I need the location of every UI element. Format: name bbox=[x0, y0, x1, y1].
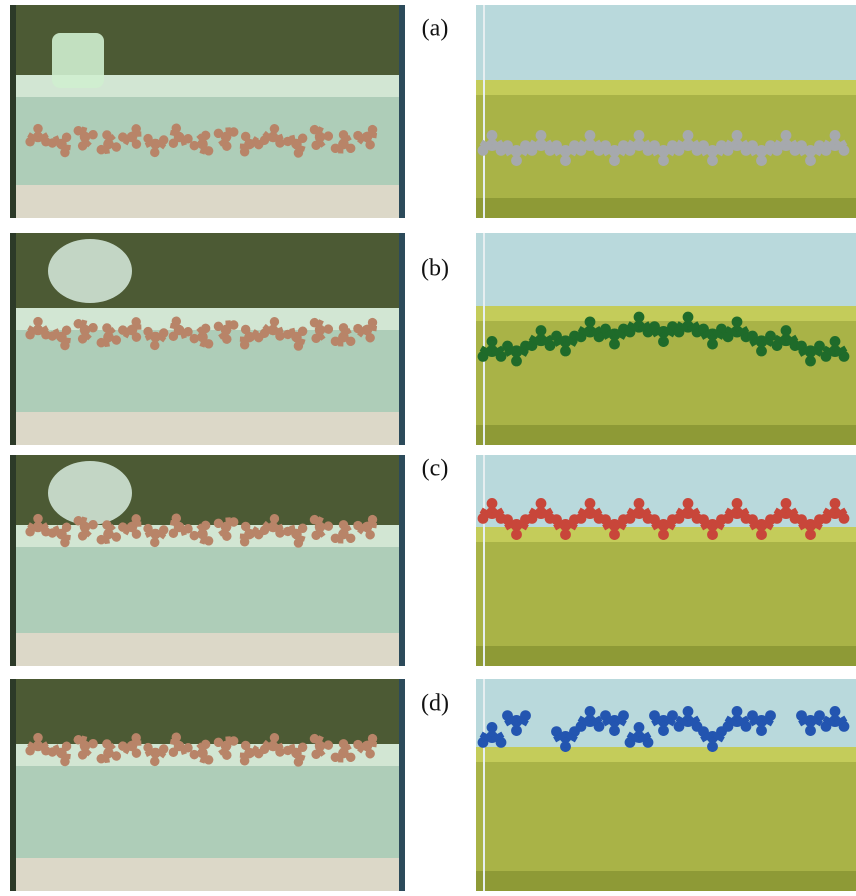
panel-label: (b) bbox=[421, 256, 449, 282]
photo-edge-left bbox=[10, 455, 16, 666]
light-reflection bbox=[52, 33, 104, 88]
panel-row: (d) bbox=[10, 679, 856, 891]
photo-slope bbox=[10, 766, 405, 858]
render-crest bbox=[476, 306, 856, 321]
photo-toe bbox=[10, 412, 405, 445]
photo-edge-left bbox=[10, 233, 16, 445]
photo-edge-right bbox=[399, 679, 405, 891]
render-slope bbox=[476, 542, 856, 646]
photo-slope bbox=[10, 547, 405, 633]
render-toe bbox=[476, 646, 856, 666]
photo-edge-right bbox=[399, 5, 405, 218]
panel-label: (d) bbox=[421, 691, 449, 717]
render-toe bbox=[476, 198, 856, 218]
render-crest bbox=[476, 747, 856, 762]
photo-crest bbox=[10, 75, 405, 97]
photo-toe bbox=[10, 185, 405, 218]
panel-row: (b) bbox=[10, 233, 856, 445]
render-toe bbox=[476, 425, 856, 445]
photo-water bbox=[10, 679, 405, 744]
photo-edge-left bbox=[10, 5, 16, 218]
render-crest bbox=[476, 80, 856, 95]
render-slope bbox=[476, 762, 856, 871]
photo-edge-left bbox=[10, 679, 16, 891]
photo-toe bbox=[10, 858, 405, 891]
photo-slope bbox=[10, 97, 405, 185]
render-toe bbox=[476, 871, 856, 891]
panel-row: (c) bbox=[10, 455, 856, 666]
photo-edge-right bbox=[399, 233, 405, 445]
wave-foam bbox=[48, 461, 132, 525]
photo-edge-right bbox=[399, 455, 405, 666]
panel-label: (c) bbox=[422, 456, 449, 482]
panels: (a) (b) (c) (d) bbox=[10, 5, 856, 891]
panel-label: (a) bbox=[422, 16, 449, 42]
wave-foam bbox=[48, 239, 132, 303]
panel-row: (a) bbox=[10, 5, 856, 218]
photo-toe bbox=[10, 633, 405, 666]
